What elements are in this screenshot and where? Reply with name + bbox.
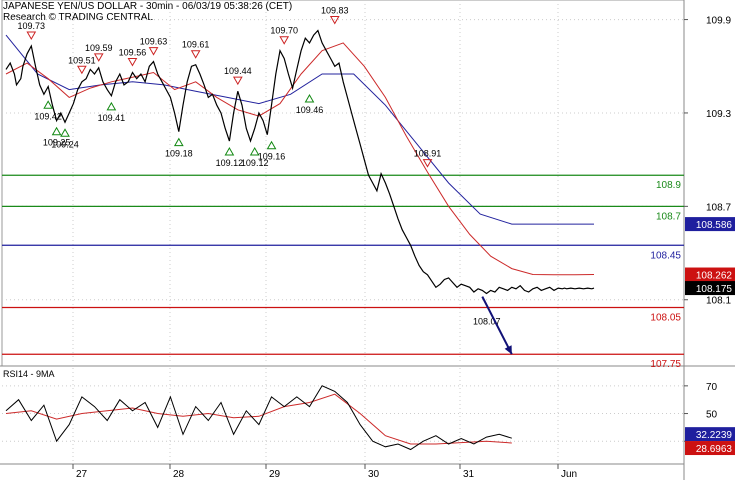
y-tick-label: 109.3 <box>706 109 731 120</box>
high-label: 109.73 <box>18 21 46 31</box>
price-box-box <box>685 281 735 296</box>
rsi-box-text: 28.6963 <box>696 444 733 455</box>
low-label: 109.42 <box>34 111 62 121</box>
low-label: 109.24 <box>51 139 79 149</box>
rsi-ma-line <box>5 393 512 445</box>
level-label: 108.45 <box>650 250 681 261</box>
low-marker <box>106 101 117 111</box>
price-line <box>5 29 595 295</box>
x-tick-label: 30 <box>368 469 380 480</box>
rsi-box-box <box>685 427 735 442</box>
x-tick-label: 31 <box>463 469 475 480</box>
high-marker <box>279 36 290 45</box>
high-label: 109.51 <box>68 55 96 65</box>
low-marker <box>51 126 62 136</box>
high-label: 109.61 <box>182 40 210 50</box>
projection-arrow <box>481 296 513 355</box>
low-label: 109.25 <box>43 138 71 148</box>
y-tick-label: 108.1 <box>706 296 731 307</box>
high-marker <box>127 57 138 67</box>
rsi-panel-title: RSI14 - 9MA <box>3 369 55 379</box>
low-marker <box>249 146 260 156</box>
high-label: 109.56 <box>119 47 147 57</box>
rsi-box-text: 32.2239 <box>696 430 733 441</box>
x-tick-label: 29 <box>269 469 281 480</box>
level-label: 108.9 <box>656 180 681 191</box>
price-box-text: 108.262 <box>696 271 733 282</box>
x-tick-label: 27 <box>76 469 88 480</box>
low-marker <box>173 137 184 147</box>
level-label: 108.7 <box>656 211 681 222</box>
high-label: 109.44 <box>224 66 252 76</box>
low-label: 109.41 <box>98 113 126 123</box>
rsi-y-tick-label: 50 <box>706 410 718 421</box>
x-tick-label: 28 <box>173 469 185 480</box>
moving-average-slow <box>5 34 594 225</box>
price-box-box <box>685 267 735 282</box>
rsi-box-box <box>685 441 735 456</box>
high-label: 109.83 <box>321 5 349 15</box>
high-marker <box>232 76 243 86</box>
low-marker <box>266 140 277 150</box>
high-label: 109.70 <box>270 26 298 36</box>
high-marker <box>148 47 159 56</box>
high-label: 109.59 <box>85 43 113 53</box>
low-label: 109.18 <box>165 149 193 159</box>
high-marker <box>329 15 340 25</box>
rsi-y-tick-label: 70 <box>706 382 718 393</box>
high-marker <box>26 31 37 41</box>
level-label: 108.05 <box>650 313 681 324</box>
high-label: 108.91 <box>414 149 442 159</box>
low-label: 109.46 <box>296 105 324 115</box>
low-label: 109.16 <box>258 152 286 162</box>
price-box-box <box>685 217 735 232</box>
chart-title: JAPANESE YEN/US DOLLAR - 30min - 06/03/1… <box>3 1 293 12</box>
price-box-text: 108.586 <box>696 220 733 231</box>
y-tick-label: 108.7 <box>706 202 731 213</box>
low-marker <box>304 94 315 103</box>
low-marker <box>60 128 70 137</box>
moving-average-fast <box>5 42 595 276</box>
chart-subtitle: Research © TRADING CENTRAL <box>3 12 153 23</box>
rsi-line <box>5 385 512 451</box>
y-tick-label: 109.9 <box>706 16 731 27</box>
low-marker <box>43 100 54 109</box>
price-panel-frame <box>1 0 685 367</box>
high-marker <box>93 53 104 62</box>
low-label: 109.12 <box>216 158 244 168</box>
target-label: 108.07 <box>473 316 501 326</box>
high-marker <box>77 65 87 75</box>
low-label: 109.12 <box>241 158 269 168</box>
high-label: 109.63 <box>140 37 168 47</box>
high-marker <box>190 50 201 59</box>
low-marker <box>224 146 235 156</box>
arrow-head <box>504 345 512 355</box>
price-box-text: 108.175 <box>696 284 733 295</box>
x-tick-label: Jun <box>561 469 577 480</box>
high-marker <box>422 159 433 168</box>
level-label: 107.75 <box>650 359 681 370</box>
